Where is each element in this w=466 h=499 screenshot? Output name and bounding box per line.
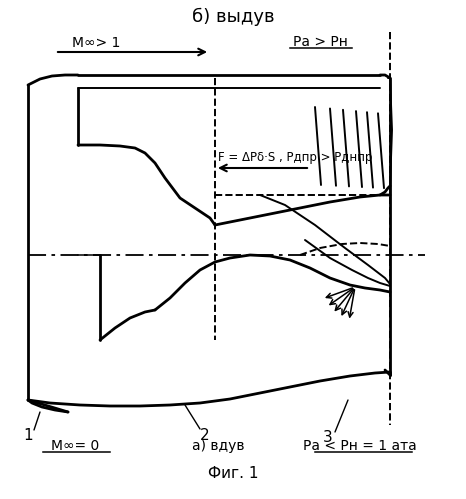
Text: б) выдув: б) выдув [192, 8, 274, 26]
Text: F = ΔPδ·S , Pдпр > Pднпр: F = ΔPδ·S , Pдпр > Pднпр [218, 152, 372, 165]
Text: 1: 1 [23, 428, 33, 443]
Text: M∞> 1: M∞> 1 [72, 36, 120, 50]
Text: Pа > Pн: Pа > Pн [293, 35, 348, 49]
Text: 2: 2 [200, 428, 210, 443]
Text: Фиг. 1: Фиг. 1 [208, 467, 258, 482]
Text: Pа < Pн = 1 ата: Pа < Pн = 1 ата [303, 439, 417, 453]
Text: а) вдув: а) вдув [192, 439, 244, 453]
Text: M∞= 0: M∞= 0 [51, 439, 99, 453]
Text: 3: 3 [323, 431, 333, 446]
